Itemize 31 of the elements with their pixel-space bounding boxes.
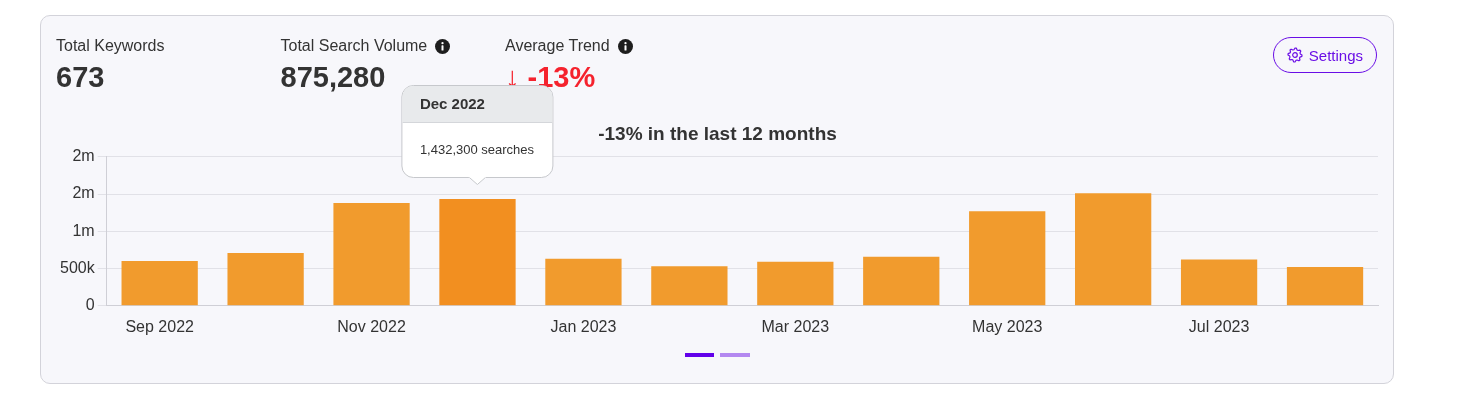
y-tick-label: 2m	[72, 184, 95, 202]
category-label: Average Trend	[505, 37, 610, 55]
y-tick-label: 1m	[72, 221, 95, 239]
bar	[545, 258, 622, 306]
bar	[227, 252, 304, 306]
x-tick-label: May 2023	[972, 317, 1043, 335]
bar	[1286, 267, 1364, 306]
y-tick-label: 0	[85, 296, 95, 314]
bar	[1075, 193, 1152, 306]
annotation: 1,432,300 searches	[419, 141, 535, 160]
text: 875,280	[280, 61, 386, 93]
bar	[651, 266, 728, 306]
category-label: Total Keywords	[56, 37, 165, 55]
x-tick-label: Mar 2023	[761, 317, 830, 335]
x-tick-label: Jan 2023	[550, 317, 617, 335]
bar	[969, 211, 1046, 306]
bar	[863, 256, 940, 306]
category-label: Total Search Volume	[280, 37, 428, 55]
bar	[1180, 259, 1258, 306]
bar	[333, 202, 410, 306]
bar	[757, 261, 834, 306]
y-tick-label: 500k	[59, 258, 96, 276]
text: Settings	[1308, 46, 1363, 64]
bar	[121, 261, 198, 306]
chart-title: -13% in the last 12 months	[598, 122, 837, 144]
text: 673	[56, 61, 105, 93]
y-tick-label: 2m	[72, 147, 95, 165]
x-tick-label: Nov 2022	[337, 317, 406, 335]
x-tick-label: Jul 2023	[1188, 317, 1250, 335]
x-tick-label: Sep 2022	[125, 317, 195, 335]
bar	[439, 199, 516, 306]
